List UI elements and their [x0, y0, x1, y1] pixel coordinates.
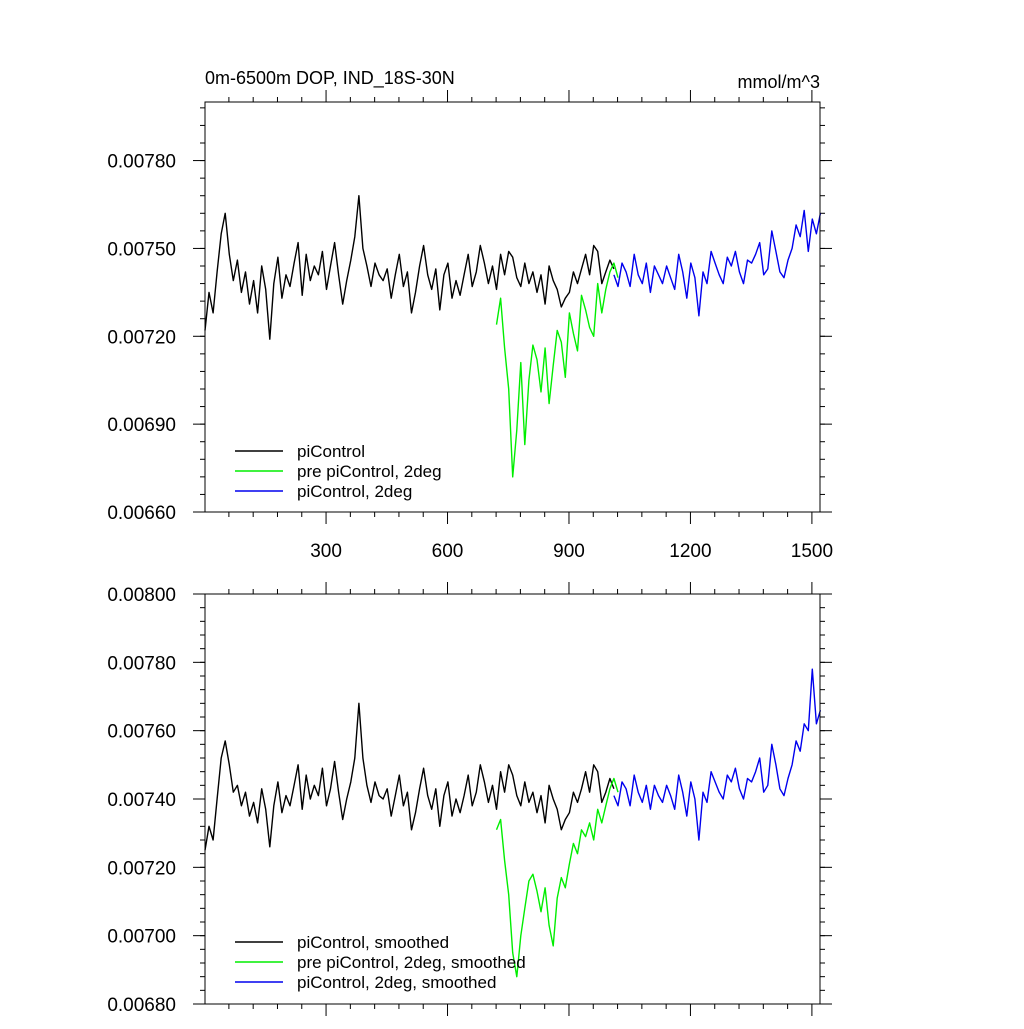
top-legend: piControl pre piControl, 2deg piControl,… [235, 442, 442, 501]
bottom-series-picontrol-smoothed [204, 702, 615, 851]
top-xtick-label: 900 [553, 541, 585, 562]
top-ytick-label: 0.00780 [107, 152, 176, 173]
top-chart-title: 0m-6500m DOP, IND_18S-30N [205, 68, 455, 89]
bottom-series-group [204, 668, 822, 978]
top-plot-frame [204, 101, 821, 513]
bottom-ytick-label: 0.00780 [107, 653, 176, 674]
bottom-ytick-label: 0.00680 [107, 995, 176, 1016]
top-xtick-label: 300 [310, 541, 342, 562]
top-xtick-label: 1200 [669, 541, 711, 562]
legend-label-picontrol-smoothed: piControl, smoothed [297, 933, 449, 952]
bottom-series-pre-picontrol-2deg-smoothed [495, 777, 619, 978]
legend-label-picontrol: piControl [297, 442, 365, 461]
bottom-legend: piControl, smoothed pre piControl, 2deg,… [235, 933, 526, 992]
legend-label-picontrol-2deg: piControl, 2deg [297, 482, 412, 501]
top-xtick-label: 600 [432, 541, 464, 562]
top-series-picontrol-2deg [613, 209, 822, 317]
top-ytick-label: 0.00690 [107, 415, 176, 436]
bottom-ytick-label: 0.00760 [107, 722, 176, 743]
bottom-series-picontrol-2deg-smoothed [613, 668, 822, 841]
top-series-pre-picontrol-2deg [495, 262, 619, 478]
top-ytick-label: 0.00750 [107, 239, 176, 260]
bottom-ytick-label: 0.00740 [107, 790, 176, 811]
legend-label-picontrol-2deg-smoothed: piControl, 2deg, smoothed [297, 973, 496, 992]
bottom-panel: 0.00680 0.00700 0.00720 0.00740 0.00760 0.007… [107, 582, 832, 1016]
top-chart-units: mmol/m^3 [738, 72, 820, 92]
top-ytick-label: 0.00660 [107, 503, 176, 524]
bottom-ytick-label: 0.00700 [107, 927, 176, 948]
legend-label-pre-picontrol-2deg-smoothed: pre piControl, 2deg, smoothed [297, 953, 526, 972]
legend-label-pre-picontrol-2deg: pre piControl, 2deg [297, 462, 442, 481]
bottom-axis-ticks: 0.00680 0.00700 0.00720 0.00740 0.00760 0.007… [107, 582, 832, 1016]
bottom-plot-frame [204, 593, 821, 1005]
bottom-ytick-label: 0.00720 [107, 858, 176, 879]
top-panel: 0m-6500m DOP, IND_18S-30N mmol/m^3 300 60… [107, 68, 833, 562]
top-series-group [204, 194, 822, 478]
top-series-picontrol [204, 194, 615, 340]
top-axis-ticks: 300 600 900 1200 1500 0.00660 0.00690 0.00720 0.… [107, 90, 833, 562]
bottom-ytick-label: 0.00800 [107, 585, 176, 606]
top-xtick-label: 1500 [791, 541, 833, 562]
top-ytick-label: 0.00720 [107, 327, 176, 348]
